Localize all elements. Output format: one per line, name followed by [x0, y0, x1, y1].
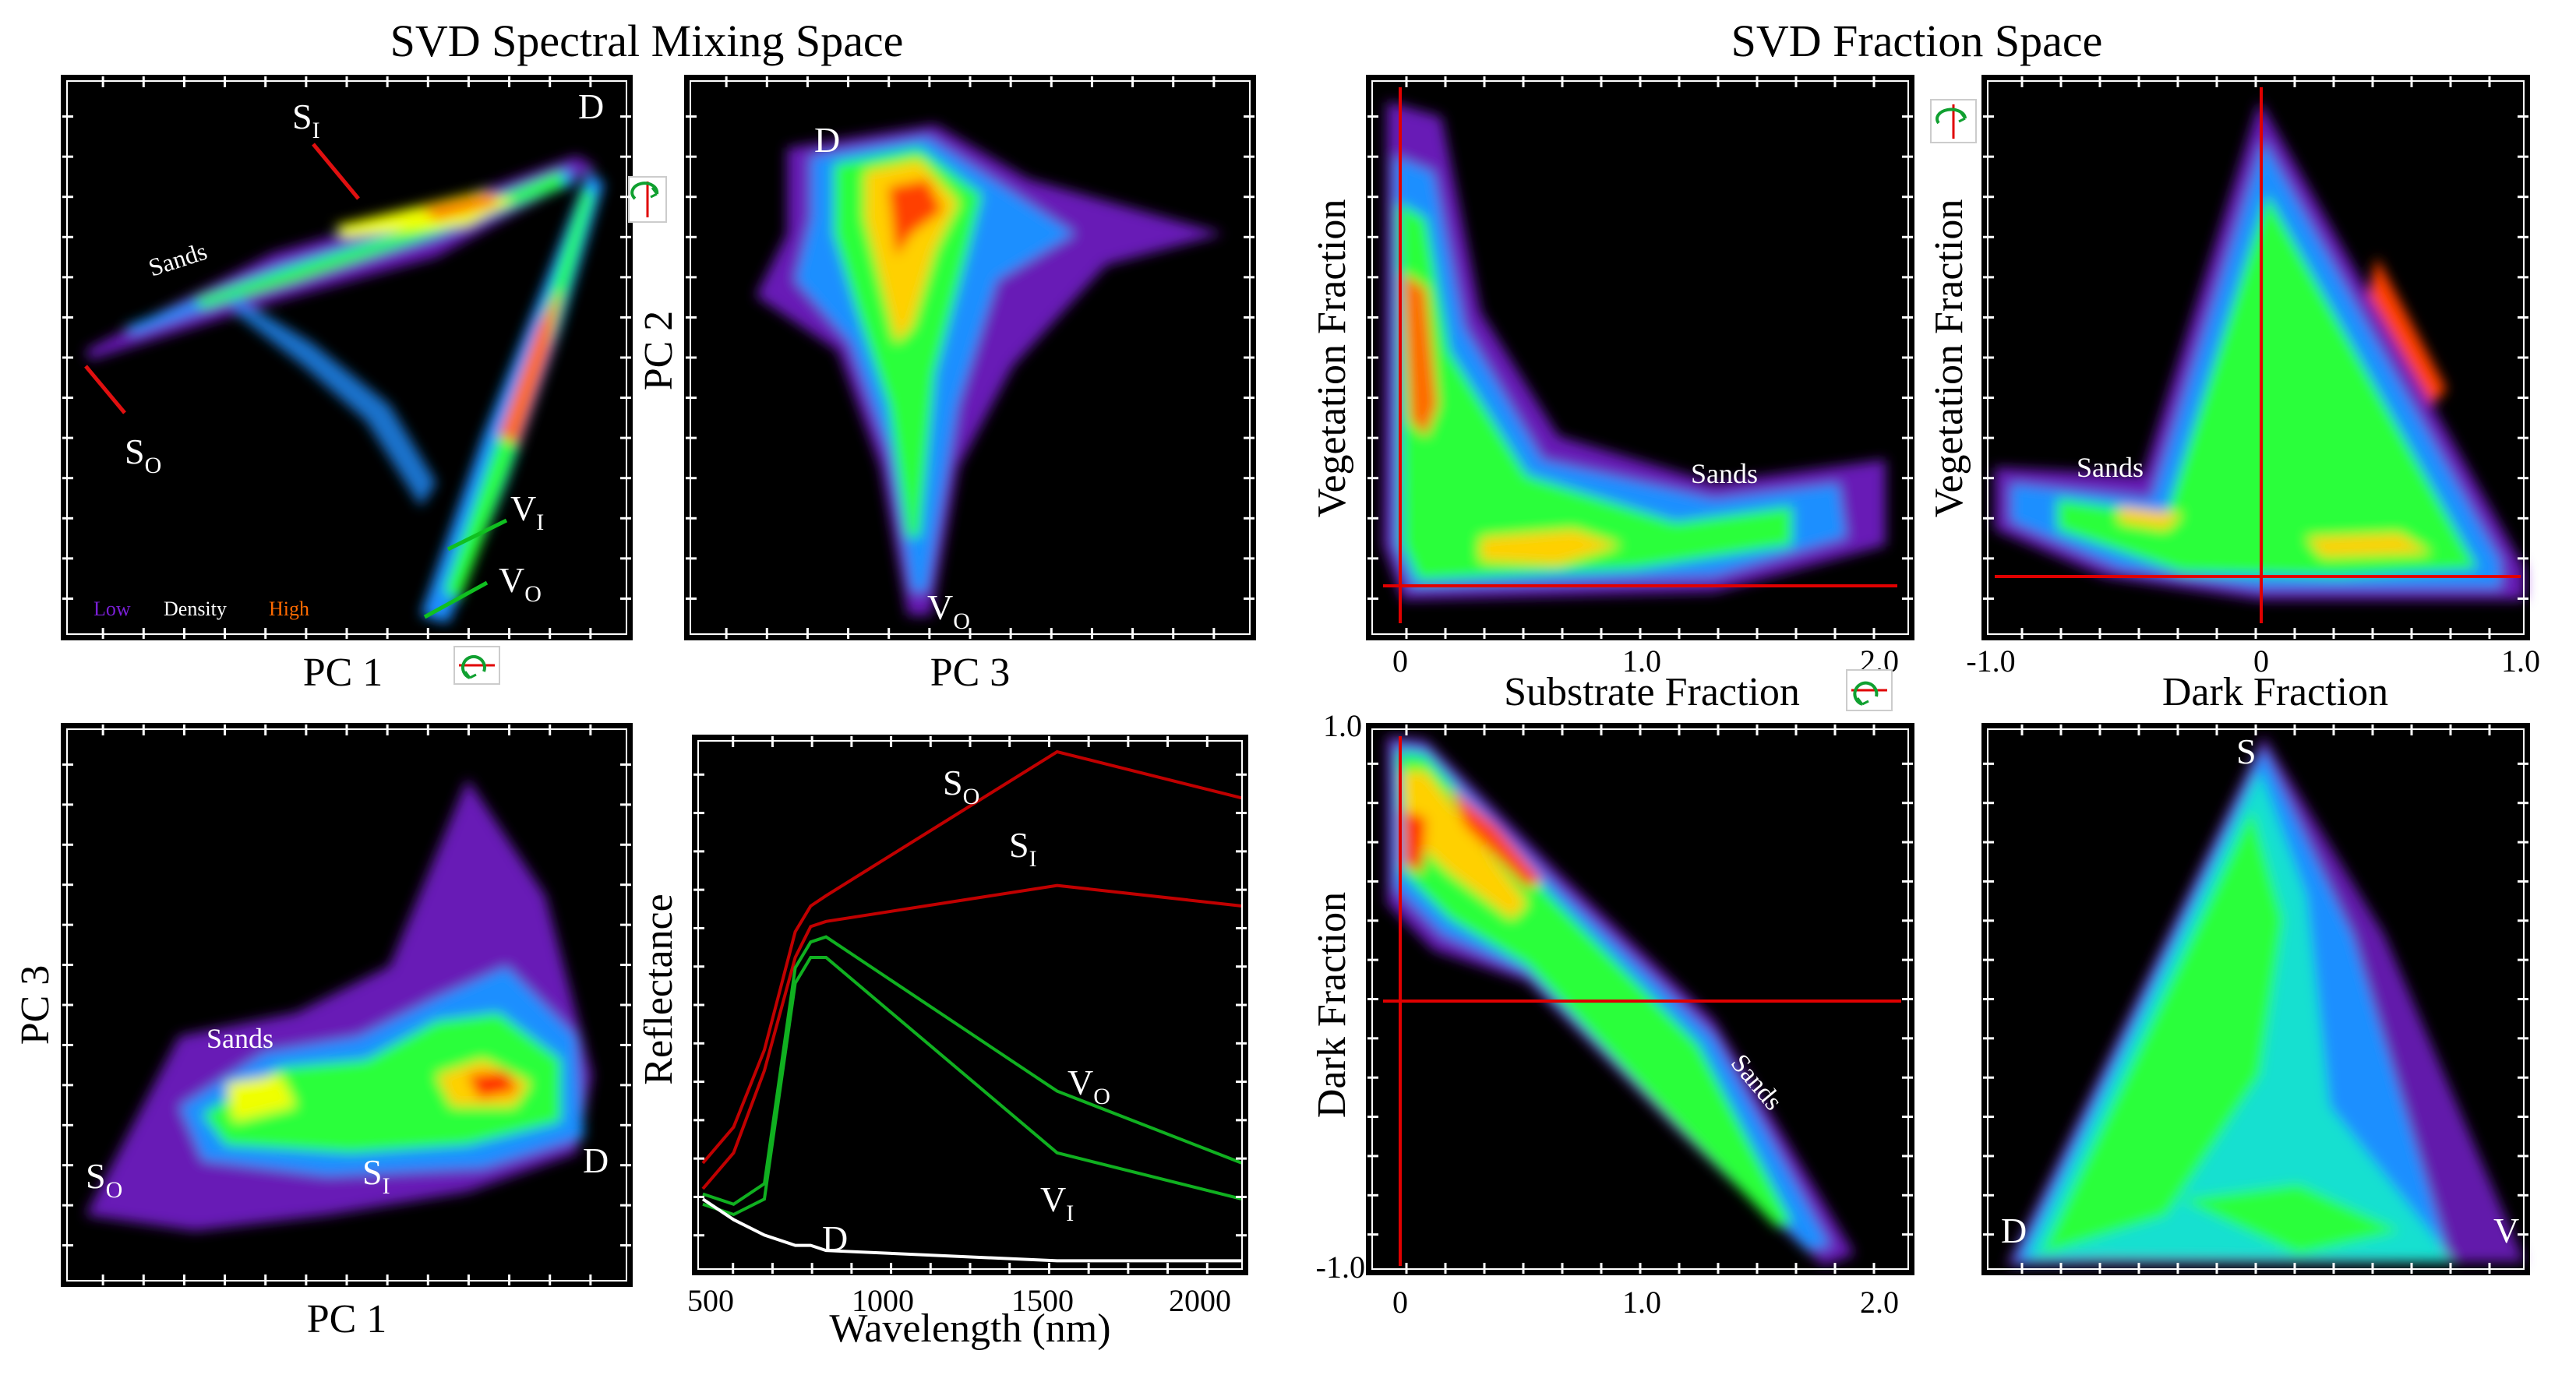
panel-h-density: [2006, 736, 2525, 1266]
spectrum-line-D: [701, 1197, 1242, 1263]
panel-inner-border: [697, 740, 1243, 1270]
panel-inner-border: [66, 80, 627, 635]
panel-e-density: [86, 779, 592, 1231]
panel-c-density: [1383, 101, 1886, 600]
rotate-axis-icon[interactable]: [1846, 669, 1893, 711]
label-V-O: VO: [1067, 1063, 1110, 1109]
rotate-axis-icon[interactable]: [628, 176, 667, 223]
panel-d-xlabel: Dark Fraction: [2162, 670, 2388, 714]
panel-e-xlabel: PC 1: [307, 1297, 387, 1342]
rotate-axis-icon[interactable]: [1930, 99, 1977, 143]
vertex-D: D: [2001, 1211, 2027, 1250]
panel-c: Sands Vegetation Fraction 0 1.0 2.0 Subs…: [1310, 75, 1914, 714]
label-D: D: [814, 120, 840, 160]
right-section-title: SVD Fraction Space: [1731, 16, 2103, 66]
vertex-V: V: [2493, 1211, 2519, 1250]
label-sands: Sands: [1691, 458, 1758, 489]
label-sands: Sands: [2077, 452, 2144, 483]
panel-f-frame: [692, 735, 1248, 1275]
label-S-O: SO: [943, 763, 979, 809]
panel-f-xtick-0: 500: [687, 1283, 734, 1318]
panel-a-density: [86, 156, 604, 623]
panel-g-ytick-0: 1.0: [1323, 708, 1362, 743]
panel-g-xtick-0: 0: [1392, 1285, 1408, 1320]
panel-b-xlabel: PC 3: [930, 650, 1011, 695]
panel-f-xtick-2: 1500: [1011, 1283, 1074, 1318]
panel-d-xtick-2: 1.0: [2501, 643, 2540, 679]
panel-d-ylabel: Vegetation Fraction: [1927, 199, 1971, 518]
spectrum-line-S-I: [701, 883, 1243, 1190]
spectrum-line-S-O: [701, 749, 1243, 1165]
label-sands: Sands: [206, 1023, 273, 1054]
label-V-I: VI: [510, 488, 544, 535]
panel-e: Sands SO SI D PC 3 PC 1: [13, 723, 633, 1342]
panel-c-xtick-1: 1.0: [1622, 643, 1661, 679]
panel-d: Sands Vegetation Fraction -1.0 0 1.0 Dar…: [1927, 75, 2540, 714]
panel-inner-border: [1987, 728, 2525, 1270]
spectra-lines: [701, 749, 1243, 1263]
label-D: D: [822, 1218, 848, 1258]
label-V-O: VO: [499, 560, 542, 607]
panel-g-xtick-2: 2.0: [1860, 1285, 1899, 1320]
panel-a: SI D Sands SO VI VO Low Density High PC …: [61, 75, 633, 695]
panel-g-ylabel: Dark Fraction: [1310, 892, 1354, 1118]
rotate-axis-icon[interactable]: [453, 646, 500, 685]
legend-low: Low: [94, 598, 131, 620]
panel-g-ytick-1: -1.0: [1316, 1250, 1365, 1285]
panel-inner-border: [690, 80, 1251, 635]
panel-inner-border: [1371, 728, 1909, 1270]
label-S-I: SI: [362, 1152, 390, 1199]
label-S-O: SO: [125, 432, 161, 478]
axis-ticks: [62, 76, 2528, 1285]
panel-g-xtick-1: 1.0: [1622, 1285, 1661, 1320]
panel-d-xtick-1: 0: [2253, 643, 2269, 679]
panel-c-xlabel: Substrate Fraction: [1504, 670, 1800, 714]
label-S-I: SI: [1009, 825, 1037, 872]
spectrum-line-V-O: [702, 935, 1243, 1207]
legend-high: High: [269, 598, 309, 620]
panel-inner-border: [66, 728, 627, 1282]
label-S-O: SO: [86, 1156, 122, 1203]
label-D: D: [583, 1141, 609, 1180]
label-D: D: [578, 86, 604, 126]
panel-f: SO SI VO VI D Reflectance 500 1000 1500 …: [637, 735, 1248, 1351]
panel-d-xtick-0: -1.0: [1966, 643, 2015, 679]
panel-c-xtick-0: 0: [1392, 643, 1408, 679]
panel-h: S D V: [1981, 723, 2530, 1275]
vertex-S: S: [2236, 732, 2257, 771]
arrow-S-I: [312, 143, 360, 200]
panel-f-xtick-1: 1000: [852, 1283, 914, 1318]
panel-g: Sands 1.0 -1.0 Dark Fraction 0 1.0 2.0: [1310, 708, 1914, 1320]
panel-c-ylabel: Vegetation Fraction: [1310, 199, 1354, 518]
spectrum-line-V-I: [702, 956, 1243, 1217]
panel-b-density: [756, 125, 1223, 615]
panel-f-ylabel: Reflectance: [637, 894, 681, 1084]
panel-f-xlabel: Wavelength (nm): [829, 1306, 1110, 1351]
panel-b-ylabel: PC 2: [637, 311, 681, 391]
label-S-I: SI: [292, 97, 320, 143]
panel-e-ylabel: PC 3: [13, 965, 58, 1045]
panel-inner-border: [1987, 80, 2525, 635]
panel-inner-border: [1371, 80, 1909, 635]
arrow-S-O: [84, 365, 126, 414]
label-V-O: VO: [927, 587, 970, 634]
arrow-V-O: [423, 580, 489, 619]
panel-f-xtick-3: 2000: [1169, 1283, 1231, 1318]
legend-density: Density: [164, 598, 227, 620]
panel-a-xlabel: PC 1: [303, 650, 383, 695]
left-section-title: SVD Spectral Mixing Space: [390, 16, 904, 66]
arrow-V-I: [446, 518, 508, 552]
label-V-I: VI: [1040, 1179, 1074, 1226]
panel-b: D VO PC 2 PC 3: [637, 75, 1256, 695]
